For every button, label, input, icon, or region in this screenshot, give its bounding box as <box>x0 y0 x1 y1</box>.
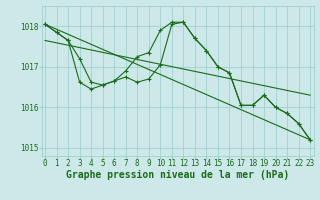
X-axis label: Graphe pression niveau de la mer (hPa): Graphe pression niveau de la mer (hPa) <box>66 170 289 180</box>
